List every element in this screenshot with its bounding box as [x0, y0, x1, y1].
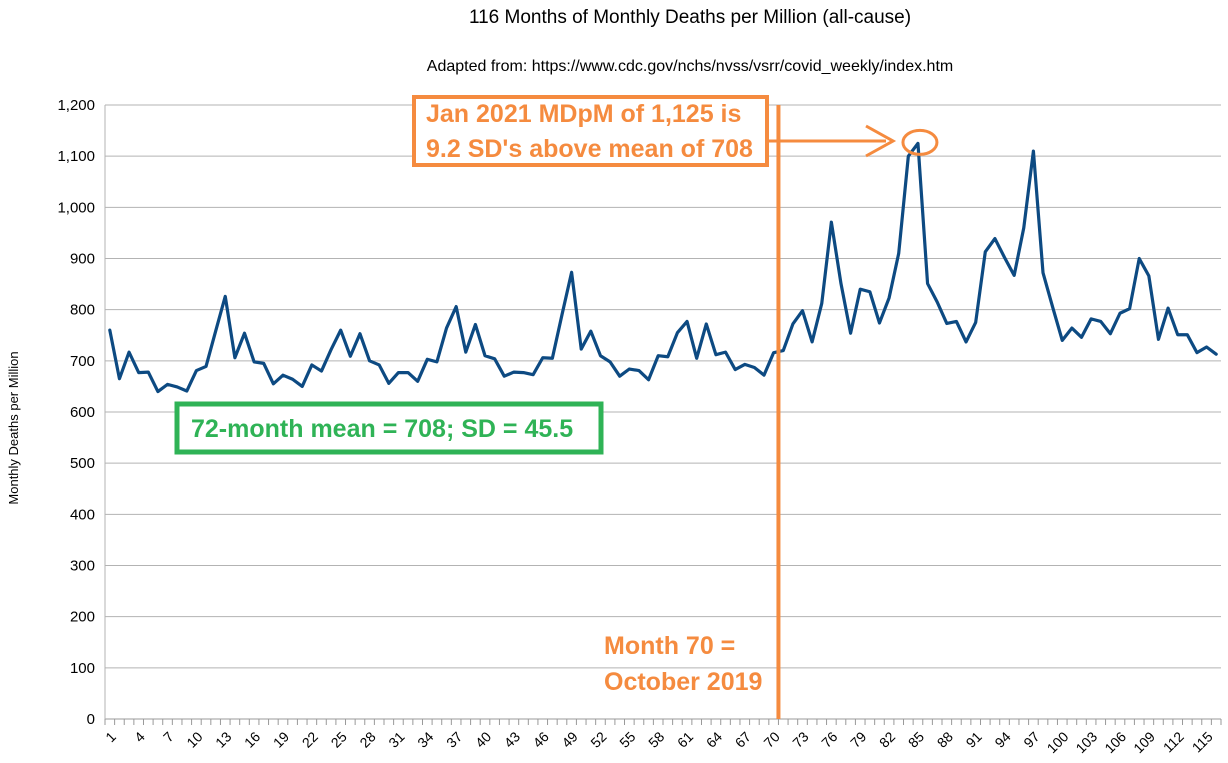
x-tick-label: 112 — [1160, 728, 1187, 755]
x-tick-label: 61 — [674, 728, 696, 750]
x-tick-label: 67 — [732, 728, 754, 750]
x-tick-label: 91 — [963, 728, 985, 750]
x-tick-label: 13 — [212, 728, 234, 750]
series-line — [108, 141, 1218, 394]
y-tick-label: 200 — [70, 609, 95, 626]
y-tick-label: 1,200 — [57, 97, 95, 114]
peak-annotation-line-2: 9.2 SD's above mean of 708 — [426, 135, 753, 163]
x-tick-label: 79 — [847, 728, 869, 750]
chart-subtitle: Adapted from: https://www.cdc.gov/nchs/n… — [427, 58, 953, 75]
x-tick-label: 82 — [876, 728, 898, 750]
peak-annotation-line-1: Jan 2021 MDpM of 1,125 is — [426, 100, 741, 128]
x-tick-label: 103 — [1072, 728, 1100, 756]
x-tick-label: 4 — [131, 728, 148, 745]
y-tick-label: 300 — [70, 558, 95, 575]
x-tick-label: 46 — [530, 728, 552, 750]
x-tick-label: 55 — [616, 728, 638, 750]
x-tick-label: 40 — [472, 728, 494, 750]
mean-annotation-label: 72-month mean = 708; SD = 45.5 — [191, 415, 573, 443]
y-tick-label: 700 — [70, 353, 95, 370]
x-tick-label: 76 — [818, 728, 840, 750]
x-tick-label: 115 — [1189, 728, 1216, 755]
x-tick-label: 43 — [501, 728, 523, 750]
x-tick-label: 97 — [1020, 728, 1042, 750]
month-70-label-line-1: Month 70 = — [604, 632, 735, 660]
x-tick-label: 106 — [1101, 728, 1129, 756]
x-tick-label: 58 — [645, 728, 667, 750]
y-tick-label: 600 — [70, 404, 95, 421]
peak-arrow-head — [865, 124, 897, 158]
x-tick-label: 88 — [934, 728, 956, 750]
x-tick-label: 94 — [991, 728, 1013, 750]
x-tick-label: 10 — [183, 728, 205, 750]
peak-circle — [901, 128, 939, 156]
x-tick-label: 73 — [789, 728, 811, 750]
x-tick-label: 100 — [1044, 728, 1072, 756]
series-layer — [108, 141, 1218, 394]
x-tick-label: 64 — [703, 728, 725, 750]
annotations: Jan 2021 MDpM of 1,125 is 9.2 SD's above… — [174, 95, 939, 719]
y-tick-label: 100 — [70, 660, 95, 677]
y-tick-label: 0 — [87, 711, 95, 728]
y-tick-label: 1,100 — [57, 148, 95, 165]
chart-title: 116 Months of Monthly Deaths per Million… — [469, 7, 911, 28]
x-tick-label: 37 — [443, 728, 465, 750]
y-tick-label: 500 — [70, 455, 95, 472]
x-tick-label: 19 — [270, 728, 292, 750]
x-tick-label: 70 — [761, 728, 783, 750]
x-tick-label: 52 — [587, 728, 609, 750]
y-axis-label: Monthly Deaths per Million — [6, 351, 21, 504]
x-tick-label: 25 — [328, 728, 350, 750]
y-tick-label: 900 — [70, 251, 95, 268]
x-tick-label: 22 — [299, 728, 321, 750]
x-tick-label: 16 — [241, 728, 263, 750]
y-tick-label: 1,000 — [57, 199, 95, 216]
month-70-label-line-2: October 2019 — [604, 668, 762, 696]
x-tick-label: 34 — [414, 728, 436, 750]
x-tick-label: 85 — [905, 728, 927, 750]
mean-annotation-box — [174, 401, 604, 455]
y-tick-label: 400 — [70, 506, 95, 523]
x-tick-label: 49 — [558, 728, 580, 750]
x-tick-label: 7 — [160, 728, 177, 745]
x-tick-label: 31 — [385, 728, 407, 750]
peak-annotation-box — [412, 95, 769, 167]
x-tick-label: 1 — [102, 728, 119, 745]
y-axis-ticks: 0 100 200 300 400 500 600 700 800 900 1,000 1,100 1,… — [57, 97, 95, 728]
y-tick-label: 800 — [70, 302, 95, 319]
x-tick-label: 28 — [356, 728, 378, 750]
x-axis-ticks: 1 4 7 10 13 16 19 22 25 28 31 34 37 40 43 46 49 52 55 58 61 6… — [102, 728, 1216, 756]
x-tick-label: 109 — [1130, 728, 1158, 756]
